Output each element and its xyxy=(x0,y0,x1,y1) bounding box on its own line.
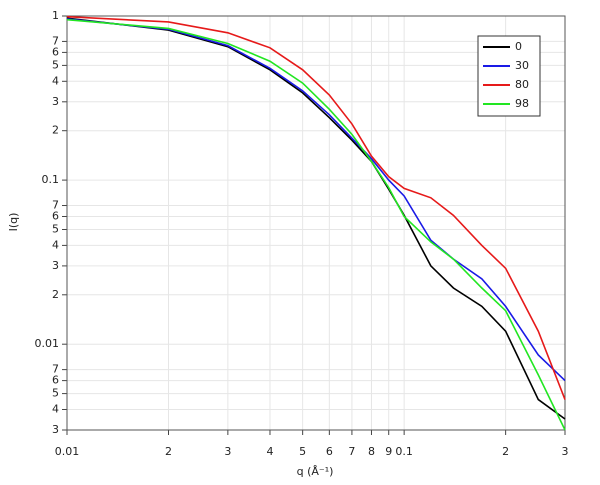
legend-box xyxy=(477,35,541,117)
x-tick-label: 8 xyxy=(368,445,375,458)
plot-frame xyxy=(66,15,566,431)
y-tick-label: 0.01 xyxy=(35,337,60,350)
y-tick-label: 1 xyxy=(52,9,59,22)
legend-label: 0 xyxy=(515,40,522,53)
legend-label: 80 xyxy=(515,78,529,91)
series-line xyxy=(66,18,566,431)
y-tick-label: 6 xyxy=(52,374,59,387)
x-tick-label: 0.1 xyxy=(395,445,413,458)
x-tick-label: 5 xyxy=(299,445,306,458)
y-tick-label: 4 xyxy=(52,74,59,87)
y-tick-label: 7 xyxy=(52,363,59,376)
y-tick-label: 2 xyxy=(52,288,59,301)
series-line xyxy=(66,15,566,400)
y-tick-label: 4 xyxy=(52,238,59,251)
y-tick-label: 4 xyxy=(52,402,59,415)
y-tick-label: 6 xyxy=(52,210,59,223)
x-tick-label: 2 xyxy=(502,445,509,458)
y-tick-label: 6 xyxy=(52,45,59,58)
y-tick-label: 3 xyxy=(52,423,59,436)
x-tick-label: 9 xyxy=(385,445,392,458)
x-tick-label: 3 xyxy=(224,445,231,458)
y-tick-label: 7 xyxy=(52,34,59,47)
y-tick-label: 2 xyxy=(52,124,59,137)
x-axis-label: q (Å⁻¹) xyxy=(297,465,334,478)
y-tick-label: 7 xyxy=(52,199,59,212)
series-line xyxy=(66,18,566,382)
y-axis-label: I(q) xyxy=(7,213,20,232)
y-tick-label: 0.1 xyxy=(42,173,60,186)
x-tick-label: 2 xyxy=(165,445,172,458)
y-tick-label: 5 xyxy=(52,387,59,400)
x-tick-label: 0.01 xyxy=(55,445,80,458)
x-tick-label: 3 xyxy=(562,445,569,458)
y-tick-label: 3 xyxy=(52,95,59,108)
legend-label: 98 xyxy=(515,97,529,110)
y-tick-label: 5 xyxy=(52,58,59,71)
y-tick-label: 5 xyxy=(52,222,59,235)
x-tick-label: 7 xyxy=(348,445,355,458)
y-tick-label: 3 xyxy=(52,259,59,272)
legend-label: 30 xyxy=(515,59,529,72)
legend: 0 30 80 98 xyxy=(477,35,541,117)
x-tick-label: 6 xyxy=(326,445,333,458)
x-tick-label: 4 xyxy=(266,445,273,458)
